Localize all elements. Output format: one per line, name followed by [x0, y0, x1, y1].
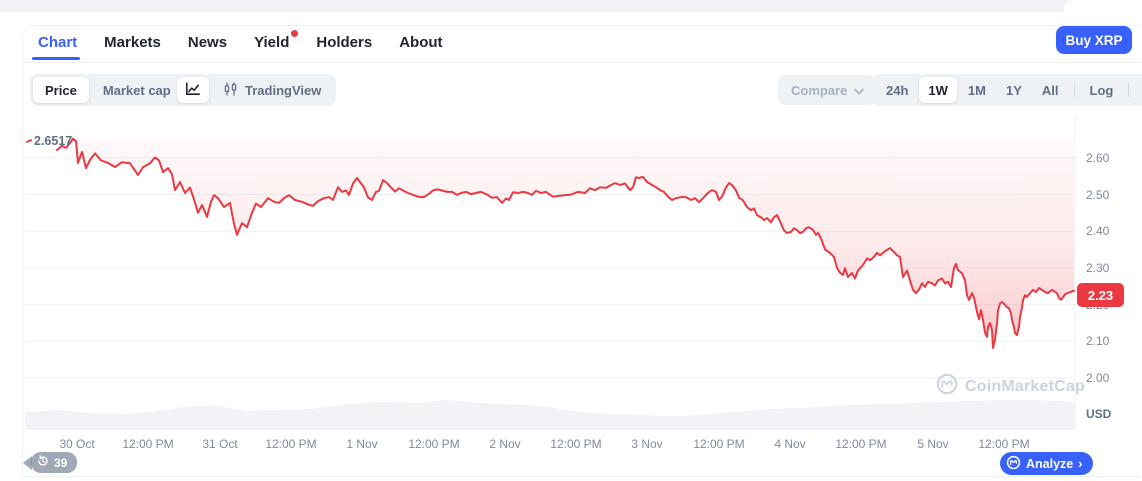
tab-bar: Chart Markets News Yield Holders About — [38, 30, 443, 51]
tab-holders[interactable]: Holders — [316, 34, 373, 51]
y-tick-label: 2.40 — [1086, 224, 1110, 239]
line-chart-icon — [185, 81, 201, 100]
watermark-text: CoinMarketCap — [965, 377, 1085, 395]
x-tick-label: 12:00 PM — [122, 437, 174, 451]
y-tick-label: 2.10 — [1086, 334, 1110, 349]
x-tick-label: 12:00 PM — [693, 437, 745, 451]
chart-settings-button[interactable] — [1135, 77, 1142, 103]
x-tick-label: 12:00 PM — [835, 437, 887, 451]
tab-bar-divider — [22, 62, 1142, 63]
y-tick-label: 2.30 — [1086, 260, 1110, 275]
compare-label: Compare — [791, 82, 848, 98]
log-scale-button[interactable]: Log — [1081, 77, 1123, 103]
x-tick-label: 3 Nov — [631, 437, 663, 451]
history-count-badge[interactable]: 39 — [31, 452, 78, 473]
buy-xrp-button[interactable]: Buy XRP — [1056, 26, 1132, 54]
tab-yield[interactable]: Yield — [254, 30, 299, 51]
chart-plot-area[interactable] — [25, 115, 1075, 430]
range-divider — [1073, 83, 1075, 97]
tab-chart[interactable]: Chart — [38, 34, 78, 51]
x-tick-label: 12:00 PM — [265, 437, 317, 451]
x-tick-label: 1 Nov — [346, 437, 378, 451]
line-chart-type-button[interactable] — [177, 77, 209, 103]
tradingview-label: TradingView — [245, 82, 322, 98]
x-tick-label: 2 Nov — [489, 437, 521, 451]
period-high-label: 2.6517 — [34, 134, 73, 148]
coinmarketcap-logo-icon — [936, 373, 958, 400]
x-tick-label: 30 Oct — [59, 437, 95, 451]
y-tick-label: 2.50 — [1086, 187, 1110, 202]
top-strip — [0, 0, 1142, 12]
chevron-down-icon — [854, 83, 865, 98]
range-1m-button[interactable]: 1M — [959, 77, 995, 103]
range-24h-button[interactable]: 24h — [877, 77, 917, 103]
watermark: CoinMarketCap — [936, 373, 1085, 400]
x-tick-label: 12:00 PM — [408, 437, 460, 451]
tab-markets[interactable]: Markets — [104, 34, 161, 51]
price-marketcap-toggle: Price Market cap — [30, 74, 186, 106]
analyze-label: Analyze — [1026, 456, 1074, 471]
active-tab-underline — [32, 57, 80, 60]
top-right-card-edge — [1064, 0, 1142, 12]
x-tick-label: 12:00 PM — [550, 437, 602, 451]
x-tick-label: 12:00 PM — [978, 437, 1030, 451]
x-tick-label: 4 Nov — [774, 437, 806, 451]
time-range-group: 24h 1W 1M 1Y All Log — [872, 74, 1142, 106]
range-divider — [1128, 83, 1130, 97]
history-icon — [36, 454, 50, 471]
compare-button[interactable]: Compare — [778, 75, 878, 105]
y-tick-label: 2.00 — [1086, 371, 1110, 385]
chart-type-toggle: TradingView — [174, 74, 337, 106]
history-count: 39 — [54, 455, 68, 470]
current-price-badge: 2.23 — [1077, 283, 1124, 307]
range-1w-button[interactable]: 1W — [919, 77, 957, 103]
y-tick-label: 2.60 — [1086, 150, 1110, 165]
x-tick-label: 31 Oct — [202, 437, 238, 451]
analyze-button[interactable]: Analyze › — [1000, 452, 1094, 475]
tradingview-chart-type-button[interactable]: TradingView — [211, 77, 333, 103]
tab-news[interactable]: News — [187, 34, 228, 51]
analyze-chevron: › — [1078, 456, 1083, 471]
chart-card — [22, 25, 1141, 477]
x-tick-label: 5 Nov — [917, 437, 949, 451]
currency-label: USD — [1086, 407, 1112, 421]
tab-about[interactable]: About — [399, 34, 443, 51]
candlestick-icon — [223, 81, 238, 100]
range-1y-button[interactable]: 1Y — [997, 77, 1031, 103]
price-toggle-button[interactable]: Price — [33, 77, 89, 103]
notification-dot — [291, 30, 299, 37]
range-all-button[interactable]: All — [1033, 77, 1068, 103]
market-cap-toggle-button[interactable]: Market cap — [91, 77, 183, 103]
analyze-logo-icon — [1006, 455, 1021, 473]
